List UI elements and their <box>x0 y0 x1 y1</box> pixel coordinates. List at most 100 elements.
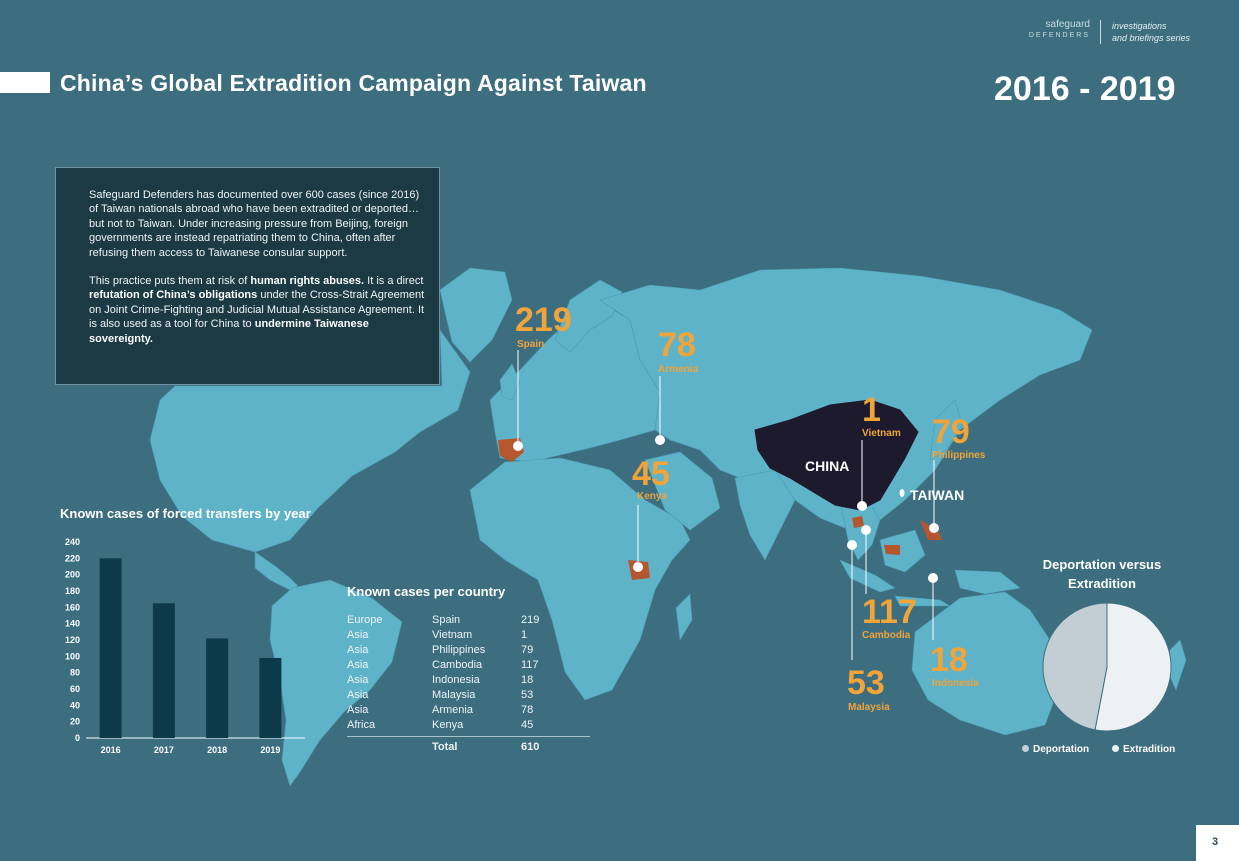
y-tick-label: 60 <box>70 684 80 694</box>
table-cell-count: 53 <box>521 689 534 701</box>
callout-kenya-value: 45 <box>632 455 670 493</box>
table-cell-count: 45 <box>521 719 534 731</box>
y-tick-label: 80 <box>70 668 80 678</box>
land-china <box>754 399 919 511</box>
table-total-value: 610 <box>521 741 540 753</box>
table-cell-country: Philippines <box>432 644 486 656</box>
brand-name-bottom: DEFENDERS <box>1028 32 1090 39</box>
callout-spain-name: Spain <box>517 339 545 350</box>
table-cell-country: Vietnam <box>432 629 473 641</box>
bar-2016 <box>99 558 122 738</box>
china-label: CHINA <box>805 458 850 474</box>
brand-separator <box>1100 20 1101 44</box>
table-cell-count: 78 <box>521 704 534 716</box>
bar-2018 <box>206 638 229 738</box>
callout-vietnam-value: 1 <box>862 391 881 429</box>
series-line-2: and briefings series <box>1112 33 1191 43</box>
legend-deportation-label: Deportation <box>1033 744 1090 755</box>
table-cell-country: Spain <box>432 614 461 626</box>
table-cell-country: Malaysia <box>432 689 476 701</box>
bar-2017 <box>152 603 175 738</box>
table-row: Asia Philippines 79 <box>347 643 592 658</box>
table-row: Asia Vietnam 1 <box>347 628 592 643</box>
table-cell-country: Indonesia <box>432 674 480 686</box>
land-taiwan <box>899 489 905 497</box>
table-cell-count: 219 <box>521 614 540 626</box>
table-cell-region: Asia <box>347 674 369 686</box>
land-arabia <box>644 451 721 531</box>
table-cell-region: Asia <box>347 689 369 701</box>
intro-paragraph-1: Safeguard Defenders has documented over … <box>89 189 420 259</box>
y-tick-label: 240 <box>65 537 80 547</box>
callout-vietnam-name: Vietnam <box>862 428 901 439</box>
pie-chart-title: Deportation versus Extradition <box>1022 555 1182 593</box>
bar-chart-title: Known cases of forced transfers by year <box>60 506 311 521</box>
land-japan <box>929 399 963 461</box>
callout-dot-indonesia <box>928 573 938 583</box>
pie-title-line-2: Extradition <box>1068 576 1136 591</box>
callout-kenya-name: Kenya <box>637 491 668 502</box>
cases-table: Europe Spain 219 Asia Vietnam 1 Asia Philippine… <box>347 613 592 753</box>
table-cell-country: Kenya <box>432 719 464 731</box>
callout-indonesia-name: Indonesia <box>932 678 979 689</box>
land-africa <box>469 457 691 701</box>
table-row: Asia Cambodia 117 <box>347 658 592 673</box>
page-number: 3 <box>1211 836 1219 848</box>
callout-cambodia-value: 117 <box>862 593 917 631</box>
callout-armenia-name: Armenia <box>658 364 699 375</box>
page-number-box <box>1196 825 1239 861</box>
intro-paragraph-2: This practice puts them at risk of human… <box>89 275 425 345</box>
y-tick-label: 160 <box>65 602 80 612</box>
callout-dot-spain <box>513 441 523 451</box>
table-cell-country: Armenia <box>432 704 473 716</box>
land-uk <box>499 363 521 401</box>
table-cell-count: 79 <box>521 644 534 656</box>
y-tick-label: 200 <box>65 570 80 580</box>
y-tick-label: 140 <box>65 619 80 629</box>
y-tick-label: 40 <box>70 700 80 710</box>
legend-deportation-swatch <box>1022 745 1029 752</box>
callout-malaysia-value: 53 <box>847 664 885 702</box>
callout-indonesia-value: 18 <box>930 641 968 679</box>
table-row: Asia Malaysia 53 <box>347 688 592 703</box>
pie-title-line-1: Deportation versus <box>1042 557 1162 572</box>
callout-armenia-value: 78 <box>658 326 696 364</box>
callout-spain-value: 219 <box>515 301 572 339</box>
y-tick-label: 120 <box>65 635 80 645</box>
x-tick-label: 2016 <box>101 745 121 755</box>
y-tick-label: 20 <box>70 717 80 727</box>
table-cell-count: 1 <box>521 629 528 641</box>
table-cell-region: Asia <box>347 659 369 671</box>
table-cell-region: Asia <box>347 644 369 656</box>
callout-dot-philippines <box>929 523 939 533</box>
table-total-label: Total <box>432 741 458 753</box>
title-accent-bar <box>0 72 50 93</box>
pie-slice-deportation <box>1042 602 1108 731</box>
table-row: Asia Indonesia 18 <box>347 673 592 688</box>
land-india <box>734 469 796 561</box>
y-tick-label: 180 <box>65 586 80 596</box>
land-borneo <box>879 529 926 573</box>
table-row: Asia Armenia 78 <box>347 703 592 718</box>
callout-cambodia-name: Cambodia <box>862 630 911 641</box>
taiwan-label: TAIWAN <box>910 487 965 503</box>
table-total-divider <box>347 736 590 737</box>
brand-name-top: safeguard <box>1045 19 1090 30</box>
x-tick-label: 2018 <box>207 745 227 755</box>
land-greenland <box>439 267 513 363</box>
table-row: Europe Spain 219 <box>347 613 592 628</box>
y-tick-label: 220 <box>65 553 80 563</box>
highlight-malaysia <box>884 545 900 555</box>
bar-chart: 0 20 40 60 80 100 120 140 160 180 200 220 240 2016 201… <box>65 537 305 755</box>
page-title: China’s Global Extradition Campaign Agai… <box>60 70 647 96</box>
table-row: Africa Kenya 45 <box>347 718 592 733</box>
table-cell-country: Cambodia <box>432 659 483 671</box>
table-cell-region: Africa <box>347 719 376 731</box>
x-tick-label: 2019 <box>260 745 280 755</box>
table-body: Europe Spain 219 Asia Vietnam 1 Asia Philippine… <box>347 613 592 733</box>
legend-extradition-label: Extradition <box>1123 744 1176 755</box>
callout-philippines-name: Philippines <box>932 450 986 461</box>
intro-text-box: Safeguard Defenders has documented over … <box>55 167 440 385</box>
land-sumatra <box>839 559 896 593</box>
land-madagascar <box>675 593 693 641</box>
